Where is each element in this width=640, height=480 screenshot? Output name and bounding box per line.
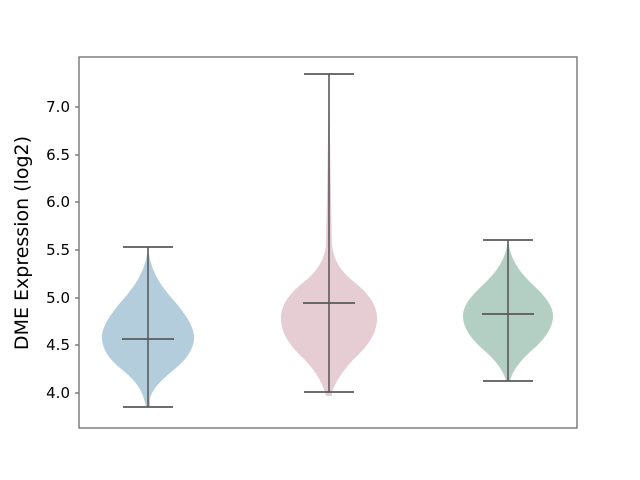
y-tick-label-6-5: 6.5 xyxy=(46,146,70,164)
violin-group-3[interactable] xyxy=(463,239,553,382)
y-axis-title: DME Expression (log2) xyxy=(11,136,33,350)
y-tick-label-6-0: 6.0 xyxy=(46,193,70,211)
y-tick-label-4-5: 4.5 xyxy=(46,336,70,354)
plot-frame xyxy=(78,56,578,429)
y-tick-label-5-5: 5.5 xyxy=(46,241,70,259)
y-axis-tick-marks xyxy=(75,106,79,394)
y-tick-label-5-0: 5.0 xyxy=(46,289,70,307)
violin-group-1[interactable] xyxy=(101,246,195,408)
y-tick-label-7-0: 7.0 xyxy=(46,98,70,116)
violin-group-2[interactable] xyxy=(280,73,378,396)
y-tick-label-4-0: 4.0 xyxy=(46,384,70,402)
